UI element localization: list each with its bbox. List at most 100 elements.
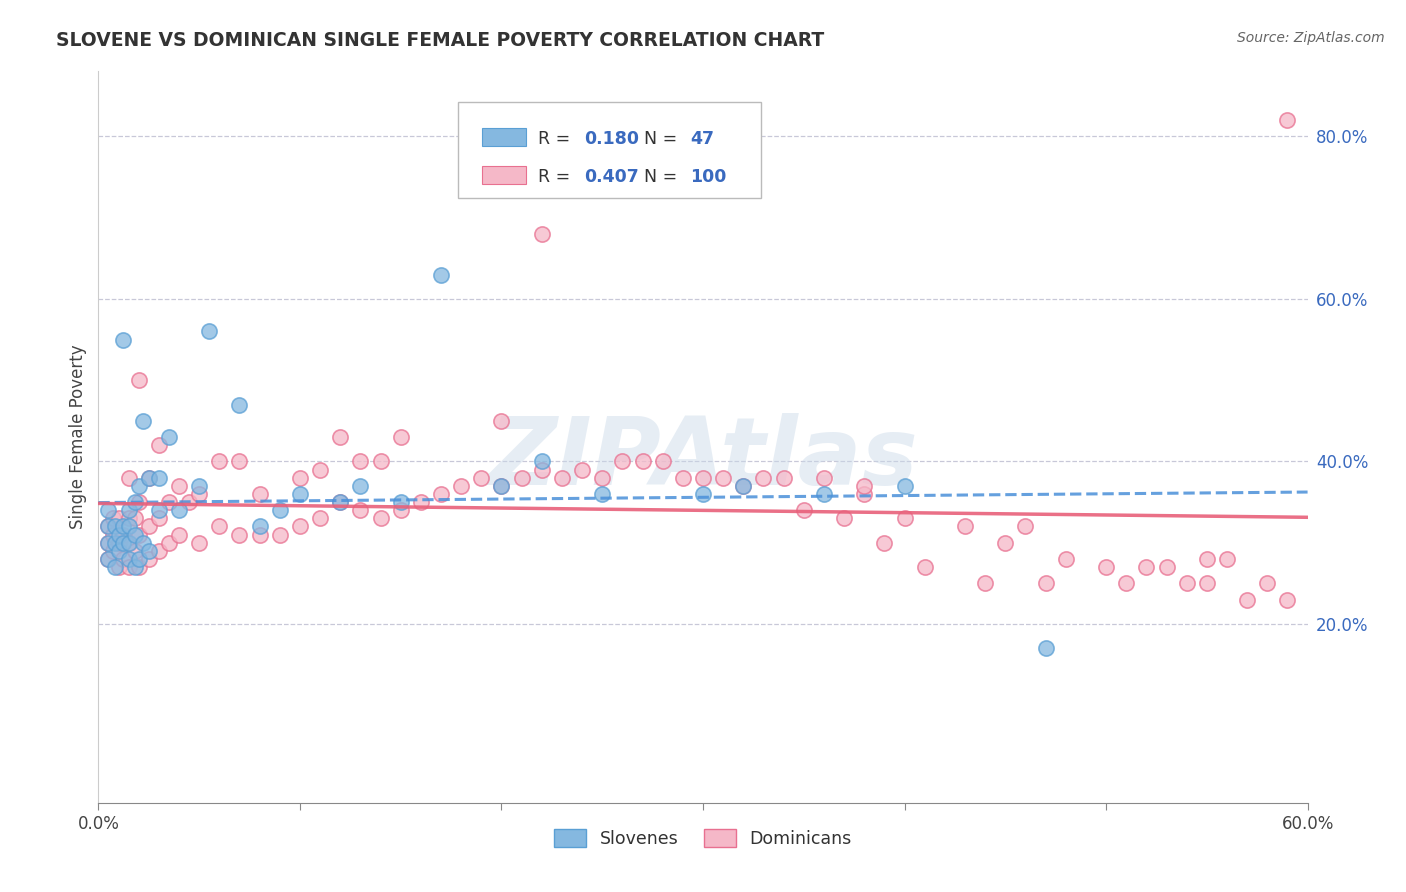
FancyBboxPatch shape [482,128,526,146]
Point [111,527,134,541]
Point [692,487,714,501]
Point [111,333,134,347]
Point [349,479,371,493]
Point [97,552,120,566]
Point [269,503,291,517]
Point [1054,552,1077,566]
Text: R =: R = [538,130,575,148]
Point [591,471,613,485]
Point [1175,576,1198,591]
Point [853,487,876,501]
Point [1277,592,1299,607]
Point [491,479,513,493]
Point [118,471,141,485]
Point [128,552,150,566]
Point [198,325,221,339]
FancyBboxPatch shape [482,166,526,184]
Point [167,479,190,493]
Point [1035,576,1057,591]
Point [873,535,896,549]
Point [107,527,129,541]
Point [1135,560,1157,574]
Point [612,454,634,468]
Point [309,462,332,476]
Point [128,373,150,387]
Point [132,414,155,428]
Point [138,471,160,485]
Point [188,487,211,501]
Point [470,471,492,485]
Point [288,471,311,485]
Point [97,503,120,517]
Point [118,519,141,533]
Point [97,519,120,533]
Point [733,479,755,493]
Point [97,552,120,566]
Point [1035,641,1057,656]
Point [124,527,146,541]
Point [228,398,250,412]
Point [97,535,120,549]
Y-axis label: Single Female Poverty: Single Female Poverty [69,345,87,529]
Point [491,414,513,428]
Point [124,495,146,509]
Point [430,487,453,501]
Point [288,519,311,533]
Point [370,454,392,468]
Point [249,487,271,501]
Point [97,535,120,549]
Point [329,495,352,509]
Point [103,560,125,574]
Text: ZIPAtlas: ZIPAtlas [488,413,918,505]
Point [1095,560,1118,574]
Point [491,479,513,493]
Point [510,471,533,485]
Point [631,454,654,468]
Point [97,519,120,533]
Point [329,430,352,444]
Point [1115,576,1137,591]
Point [1195,576,1218,591]
Point [111,519,134,533]
Point [107,544,129,558]
Point [101,527,124,541]
Point [101,544,124,558]
Point [118,535,141,549]
Text: Source: ZipAtlas.com: Source: ZipAtlas.com [1237,31,1385,45]
Point [148,438,170,452]
Legend: Slovenes, Dominicans: Slovenes, Dominicans [546,820,860,856]
Point [430,268,453,282]
Point [118,560,141,574]
Point [118,552,141,566]
Point [893,479,915,493]
Point [157,495,180,509]
Text: 47: 47 [690,130,714,148]
Point [128,527,150,541]
Point [103,519,125,533]
Point [128,560,150,574]
Point [893,511,915,525]
Point [101,511,124,525]
Point [853,479,876,493]
Point [148,503,170,517]
Point [148,471,170,485]
Point [228,527,250,541]
Point [530,454,553,468]
Point [128,479,150,493]
Point [309,511,332,525]
Point [349,454,371,468]
Point [249,519,271,533]
Point [349,503,371,517]
Point [1014,519,1036,533]
Text: R =: R = [538,168,575,186]
Point [1156,560,1178,574]
Point [208,454,231,468]
Point [772,471,794,485]
Point [124,511,146,525]
Point [551,471,574,485]
Point [1236,592,1258,607]
Point [1277,113,1299,128]
Point [974,576,997,591]
Point [329,495,352,509]
Point [124,544,146,558]
